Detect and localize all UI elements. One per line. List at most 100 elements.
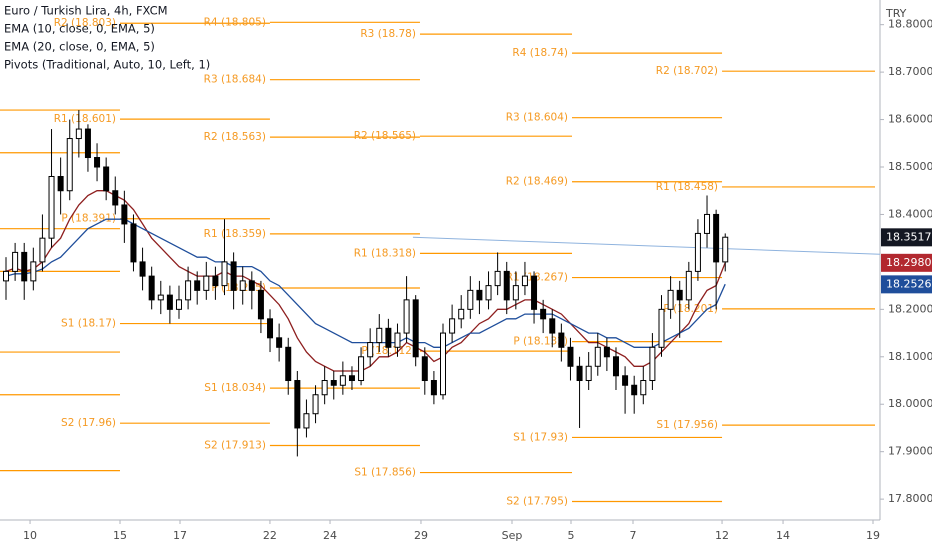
x-tick-label: 12 — [715, 529, 729, 542]
candle-body — [704, 213, 711, 234]
indicator-label: Pivots (Traditional, Auto, 10, Left, 1) — [4, 58, 210, 72]
candle-body — [476, 289, 483, 301]
y-unit: TRY — [885, 7, 907, 20]
candle-body — [185, 280, 192, 301]
candle-body — [394, 332, 401, 348]
indicator-label: EMA (10, close, 0, EMA, 5) — [4, 22, 155, 36]
candle-body — [157, 294, 164, 301]
candle-body — [267, 318, 274, 339]
pivot-label: R4 (18.74) — [512, 47, 568, 59]
pivot-label: R1 (18.601) — [54, 113, 116, 125]
candle-body — [549, 318, 556, 334]
candle-body — [594, 346, 601, 367]
candle-body — [57, 175, 64, 192]
pivot-label: R2 (18.803) — [54, 17, 116, 29]
pivot-label: R1 (18.359) — [204, 228, 266, 240]
price-label: 18.35179 — [886, 230, 932, 243]
y-tick-label: 18.70000 — [888, 65, 932, 78]
candle-body — [667, 289, 674, 310]
candle-body — [21, 251, 28, 282]
pivot-label: R3 (18.78) — [360, 28, 416, 40]
candle-body — [175, 299, 182, 310]
candle-body — [494, 270, 501, 287]
pivot-label: R3 (18.604) — [506, 112, 568, 124]
candle-body — [239, 280, 246, 291]
candle-body — [121, 204, 128, 225]
candle-body — [276, 337, 283, 348]
candle-body — [430, 380, 437, 396]
y-tick-label: 18.60000 — [888, 113, 932, 126]
candle-body — [385, 327, 392, 348]
candle-body — [612, 356, 619, 377]
price-box — [881, 253, 932, 272]
x-tick-label: 14 — [776, 529, 790, 542]
candle-body — [421, 356, 428, 382]
x-tick-label: 15 — [113, 529, 127, 542]
y-tick-label: 17.90000 — [888, 445, 932, 458]
candle-body — [694, 232, 701, 272]
pivot-label: R2 (18.565) — [354, 130, 416, 142]
trendline — [412, 236, 881, 255]
x-tick-label: 7 — [630, 529, 637, 542]
candle-body — [376, 327, 383, 344]
candle-body — [330, 380, 337, 386]
price-box — [881, 228, 932, 247]
candle-body — [312, 394, 319, 415]
candle-body — [294, 380, 301, 429]
candle-body — [139, 261, 146, 277]
candle-body — [66, 138, 73, 192]
candle-body — [39, 237, 46, 263]
candle-body — [622, 375, 629, 386]
candle-body — [230, 261, 237, 291]
candle-body — [540, 308, 547, 320]
candle-body — [321, 380, 328, 396]
candle-body — [84, 128, 91, 159]
candle-body — [248, 280, 255, 291]
chart-title: Euro / Turkish Lira, 4h, FXCM — [4, 4, 168, 18]
candle-body — [631, 384, 638, 396]
candle-body — [75, 128, 82, 140]
price-label: 18.25267 — [886, 277, 932, 290]
y-tick-label: 18.10000 — [888, 350, 932, 363]
pivot-label: R1 (18.318) — [354, 247, 416, 259]
candle-body — [576, 365, 583, 382]
candle-body — [403, 299, 410, 334]
candle-body — [257, 289, 264, 320]
y-tick-label: 17.80000 — [888, 492, 932, 505]
pivot-label: S1 (18.034) — [204, 382, 266, 394]
candle-body — [130, 223, 137, 263]
indicator-label: EMA (20, close, 0, EMA, 5) — [4, 40, 155, 54]
candle-body — [203, 275, 210, 291]
plot-area: R2 (18.803)R1 (18.601)P (18.391)S1 (18.1… — [0, 16, 881, 507]
pivot-label: R1 (18.458) — [656, 181, 718, 193]
candle-body — [112, 190, 119, 206]
candle-body — [166, 294, 173, 310]
candle-body — [458, 308, 465, 320]
price-box — [881, 275, 932, 294]
y-tick-label: 18.40000 — [888, 207, 932, 220]
pivot-label: S2 (17.96) — [61, 417, 116, 429]
pivot-label: R2 (18.702) — [656, 65, 718, 77]
ema-line — [5, 190, 726, 372]
candle-body — [412, 299, 419, 358]
x-tick-label: 10 — [23, 529, 37, 542]
candle-body — [585, 365, 592, 382]
candle-body — [221, 261, 228, 287]
candle-body — [103, 166, 110, 192]
candle-body — [676, 289, 683, 301]
candle-body — [148, 275, 155, 301]
candle-body — [94, 157, 101, 168]
pivot-label: R2 (18.563) — [204, 131, 266, 143]
candle-body — [521, 275, 528, 287]
pivot-label: R3 (18.684) — [204, 74, 266, 86]
pivot-label: S1 (17.956) — [656, 419, 718, 431]
candle-body — [649, 346, 656, 382]
candle-body — [30, 261, 37, 282]
candle-body — [531, 275, 538, 310]
candle-body — [722, 236, 729, 263]
y-tick-label: 18.80000 — [888, 18, 932, 31]
y-tick-label: 18.20000 — [888, 302, 932, 315]
pivot-label: P (18.132) — [513, 336, 568, 348]
pivot-label: S1 (17.93) — [513, 431, 568, 443]
